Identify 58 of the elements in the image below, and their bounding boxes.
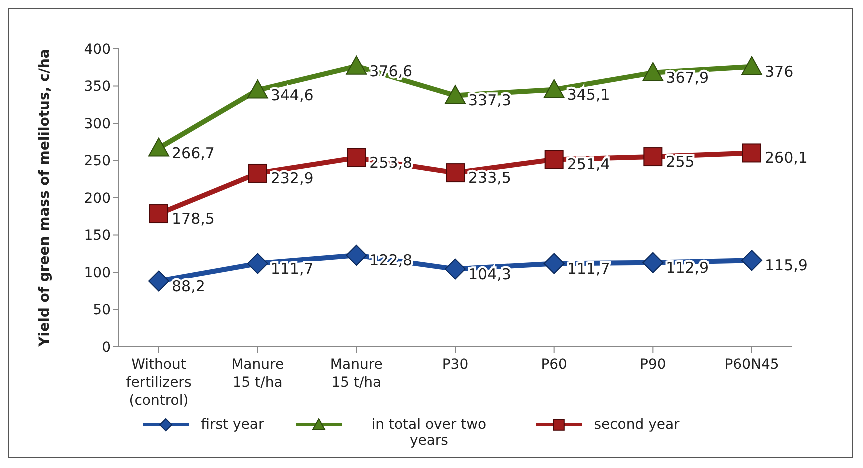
data-label: 376 bbox=[765, 62, 794, 81]
data-label: 232,9 bbox=[270, 169, 314, 188]
point bbox=[544, 79, 565, 98]
point bbox=[150, 204, 168, 224]
data-label: 266,7 bbox=[172, 144, 215, 162]
point bbox=[346, 56, 368, 75]
point bbox=[742, 250, 762, 272]
data-label: 260,1 bbox=[765, 149, 808, 168]
x-tick-label: P90 bbox=[640, 357, 666, 373]
y-tick-label: 400 bbox=[84, 42, 111, 58]
y-tick-label: 100 bbox=[84, 265, 111, 282]
point bbox=[446, 164, 465, 183]
data-label: 88,2 bbox=[172, 277, 206, 296]
y-tick-label: 200 bbox=[84, 190, 111, 207]
data-label: 112,9 bbox=[666, 258, 710, 277]
data-label: 344,6 bbox=[270, 86, 314, 104]
data-label: 251,4 bbox=[567, 156, 610, 174]
point bbox=[148, 138, 170, 157]
point bbox=[247, 253, 268, 274]
point bbox=[544, 150, 564, 170]
legend-label: second year bbox=[594, 417, 680, 433]
point bbox=[742, 56, 762, 76]
data-label: 367,9 bbox=[666, 68, 710, 87]
legend-label: first year bbox=[201, 417, 264, 433]
data-label: 178,5 bbox=[172, 210, 215, 228]
point bbox=[148, 270, 170, 292]
point bbox=[248, 164, 268, 183]
x-tick-label: P60 bbox=[541, 357, 568, 373]
point bbox=[346, 245, 368, 266]
data-label: 345,1 bbox=[567, 86, 610, 104]
data-label: 104,3 bbox=[468, 265, 512, 284]
data-label: 337,3 bbox=[468, 92, 512, 110]
y-tick-label: 0 bbox=[102, 340, 111, 356]
x-tick-label: Manure 15 t/ha bbox=[330, 357, 383, 391]
point bbox=[445, 85, 466, 104]
point bbox=[247, 80, 268, 99]
point bbox=[544, 253, 565, 274]
data-label: 255 bbox=[666, 153, 695, 172]
y-axis-title: Yield of green mass of melilotus, c/ha bbox=[36, 49, 53, 348]
x-tick-label: Without fertilizers (control) bbox=[126, 357, 192, 409]
data-label: 111,7 bbox=[270, 260, 314, 278]
data-label: 233,5 bbox=[468, 169, 512, 188]
y-tick-label: 150 bbox=[84, 228, 111, 244]
point bbox=[742, 144, 762, 163]
point bbox=[445, 258, 466, 280]
point bbox=[347, 148, 366, 168]
legend-label: in total over two years bbox=[370, 417, 488, 449]
data-label: 115,9 bbox=[765, 256, 808, 275]
y-tick-label: 350 bbox=[84, 79, 111, 96]
y-tick-label: 50 bbox=[93, 302, 111, 319]
point bbox=[644, 148, 663, 167]
x-tick-label: P60N45 bbox=[724, 357, 780, 373]
point bbox=[642, 62, 664, 82]
y-tick-label: 300 bbox=[84, 116, 111, 132]
x-tick-label: Manure 15 t/ha bbox=[232, 357, 284, 391]
x-tick-label: P30 bbox=[442, 357, 469, 373]
point bbox=[642, 252, 664, 274]
y-tick-label: 250 bbox=[84, 154, 111, 170]
